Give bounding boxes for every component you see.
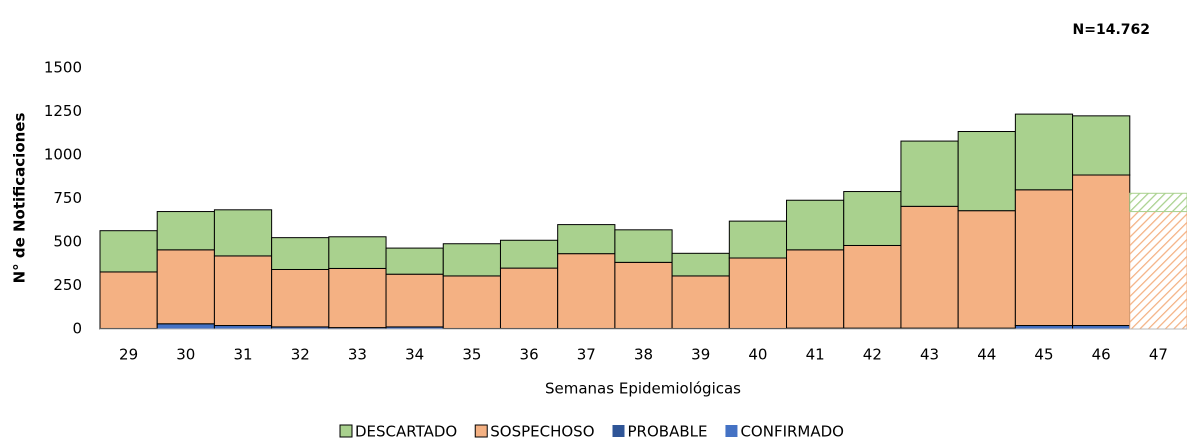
x-tick-label: 35 <box>462 346 481 364</box>
bar-segment <box>1129 192 1187 213</box>
legend-label: CONFIRMADO <box>740 423 844 440</box>
bar-segment <box>671 275 730 329</box>
x-tick-label: 32 <box>291 346 310 364</box>
bar-segment <box>385 273 444 328</box>
bar-segment <box>614 261 673 329</box>
bar-segment <box>99 230 158 273</box>
x-tick-label: 42 <box>863 346 882 364</box>
bar-segment <box>728 257 788 329</box>
x-tick-label: 40 <box>748 346 767 364</box>
bar-segment <box>786 199 845 251</box>
bar-segment <box>900 205 959 329</box>
bar-segment <box>213 255 273 327</box>
bar-segment <box>957 210 1016 329</box>
bar-segment <box>442 275 501 329</box>
x-tick-label: 33 <box>348 346 367 364</box>
bar-segment <box>1014 113 1074 191</box>
bar-segment <box>156 211 215 251</box>
legend-swatch <box>612 425 625 437</box>
x-tick-label: 39 <box>691 346 710 364</box>
bar-segment <box>728 220 788 259</box>
bar-segment <box>557 224 616 255</box>
x-tick-label: 29 <box>119 346 138 364</box>
bar-segment <box>843 191 902 246</box>
bar-segment <box>156 323 215 330</box>
y-tick-label: 500 <box>53 233 82 251</box>
bar-segment <box>786 249 845 329</box>
x-tick-label: 43 <box>920 346 939 364</box>
bar-segment <box>1072 325 1131 330</box>
legend-label: DESCARTADO <box>355 423 457 440</box>
x-tick-label: 31 <box>233 346 252 364</box>
bar-segment <box>843 244 902 329</box>
bar-segment <box>900 140 959 207</box>
bar-segment <box>1072 115 1131 176</box>
bar-segment <box>271 237 330 270</box>
bar-segment <box>385 247 444 275</box>
y-tick-label: 1000 <box>44 146 82 164</box>
bar-segment <box>271 268 330 328</box>
bar-segment <box>213 325 273 330</box>
bar-segment <box>213 209 273 257</box>
x-tick-label: 36 <box>520 346 539 364</box>
bar-segment <box>1072 174 1131 327</box>
bar-segment <box>442 243 501 277</box>
x-axis-title: Semanas Epidemiológicas <box>545 380 741 398</box>
x-tick-label: 44 <box>977 346 996 364</box>
bar-segment <box>557 253 616 329</box>
x-tick-label: 47 <box>1149 346 1168 364</box>
bar-segment <box>614 229 673 263</box>
bar-segment <box>328 267 387 329</box>
bar-segment <box>957 131 1016 212</box>
bar-segment <box>1129 211 1187 330</box>
y-axis-title: N° de Notificaciones <box>11 113 29 284</box>
bar-segment <box>328 236 387 269</box>
annotation: N=14.762 <box>1073 22 1150 38</box>
x-tick-label: 30 <box>176 346 195 364</box>
bar-segment <box>156 249 215 325</box>
legend-label: SOSPECHOSO <box>490 423 594 440</box>
y-tick-label: 1250 <box>44 102 82 120</box>
bar-segment <box>499 267 559 329</box>
bar-segment <box>1014 325 1074 330</box>
x-tick-label: 38 <box>634 346 653 364</box>
x-tick-label: 37 <box>577 346 596 364</box>
legend-label: PROBABLE <box>628 423 708 440</box>
x-tick-label: 45 <box>1034 346 1053 364</box>
y-tick-label: 250 <box>53 276 82 294</box>
bar-segment <box>1014 189 1074 327</box>
y-tick-label: 750 <box>53 189 82 207</box>
bar-segment <box>671 252 730 277</box>
legend-swatch <box>339 424 353 438</box>
legend-swatch <box>474 424 488 438</box>
bar-segment <box>99 271 158 329</box>
x-tick-label: 46 <box>1092 346 1111 364</box>
y-tick-label: 1500 <box>44 59 82 77</box>
bar-segment <box>499 239 559 269</box>
legend-swatch <box>725 425 738 437</box>
x-tick-label: 34 <box>405 346 424 364</box>
x-tick-label: 41 <box>806 346 825 364</box>
y-tick-label: 0 <box>72 320 82 338</box>
